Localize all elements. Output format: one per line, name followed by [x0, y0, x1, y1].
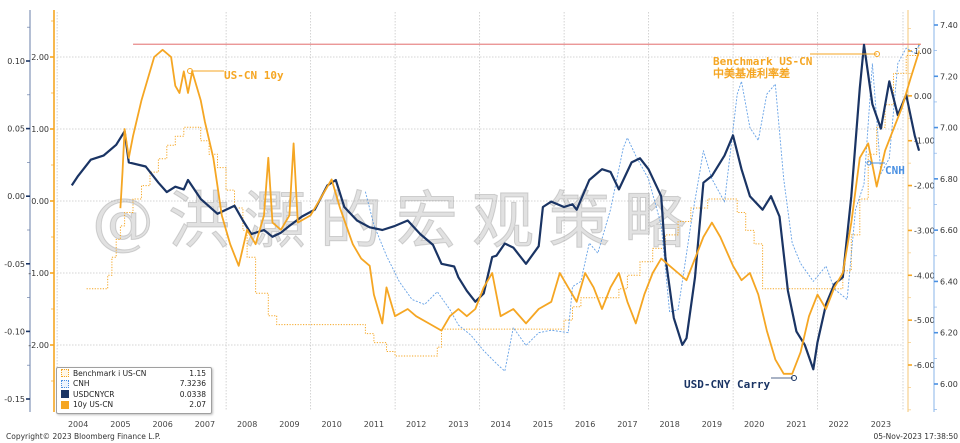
annotations: US-CN 10y Benchmark US-CN 中美基准利率差 CNH US… [187, 51, 905, 391]
legend-value: 1.15 [189, 368, 206, 378]
series-cnh [364, 45, 920, 372]
annotation-benchmark-cn: 中美基准利率差 [713, 66, 790, 80]
right-outer-tick-label: 6.20 [940, 329, 958, 338]
x-tick-label: 2022 [828, 420, 848, 429]
right-inner-tick-label: -4.00 [914, 271, 935, 280]
series-end-point [918, 51, 920, 53]
benchmark-marker [874, 51, 880, 57]
x-tick-label: 2008 [237, 420, 257, 429]
axes: 0.10 0.05 0.00 -0.05 -0.10 -0.15 2.00 1.00 0.00 -… [4, 10, 958, 412]
annotation-usd-cny-carry: USD-CNY Carry [684, 378, 770, 391]
left-outer-tick-label: -0.05 [4, 260, 25, 269]
grid [56, 12, 904, 410]
right-outer-tick-label: 6.40 [940, 277, 958, 286]
x-tick-label: 2020 [744, 420, 764, 429]
series-end-point [918, 44, 920, 47]
x-tick-label: 2019 [702, 420, 722, 429]
annotation-us-cn-10y: US-CN 10y [224, 69, 284, 82]
left-outer-tick-label: 0.10 [7, 57, 25, 66]
left-inner-tick-label: 0.00 [31, 197, 49, 206]
carry-marker [791, 375, 797, 381]
watermark: @洪灝的宏观策略 [92, 184, 700, 257]
cnh-marker [866, 160, 872, 166]
x-tick-label: 2016 [575, 420, 595, 429]
right-inner-tick-label: -5.00 [914, 316, 935, 325]
left-outer-tick-label: -0.15 [4, 395, 25, 404]
right-inner-tick-label: -3.00 [914, 226, 935, 235]
x-tick-label: 2010 [321, 420, 341, 429]
legend-item-10y: 10y US-CN 2.07 [57, 400, 211, 411]
legend-label: 10y US-CN [73, 400, 114, 410]
right-outer-tick-label: 6.80 [940, 175, 958, 184]
series-end-point [918, 43, 920, 46]
right-inner-tick-label: -1.00 [914, 137, 935, 146]
left-outer-tick-label: 0.05 [7, 125, 25, 134]
right-inner-tick-label: 0.00 [914, 92, 932, 101]
x-tick-label: 2004 [68, 420, 88, 429]
left-inner-tick-label: -2.00 [28, 341, 49, 350]
left-outer-tick-label: 0.00 [7, 192, 25, 201]
x-tick-label: 2017 [617, 420, 637, 429]
x-tick-label: 2014 [490, 420, 510, 429]
legend-label: USDCNYCR [73, 389, 115, 399]
annotation-cnh: CNH [885, 164, 905, 177]
timestamp: 05-Nov-2023 17:38:50 [873, 432, 958, 441]
legend-item-usdcnycr: USDCNYCR 0.0338 [57, 389, 211, 400]
legend-swatch-10y [61, 400, 69, 409]
right-inner-tick-label: 1.00 [914, 47, 932, 56]
right-inner-tick-label: -6.00 [914, 361, 935, 370]
series-benchmark-i-us-cn [86, 44, 920, 357]
left-inner-tick-label: 2.00 [31, 53, 49, 62]
x-tick-label: 2007 [195, 420, 215, 429]
right-outer-tick-label: 6.00 [940, 380, 958, 389]
x-tick-label: 2018 [659, 420, 679, 429]
right-outer-tick-label: 7.40 [940, 21, 958, 30]
left-inner-tick-label: -1.00 [28, 269, 49, 278]
x-tick-label: 2013 [448, 420, 468, 429]
legend-swatch-cnh [61, 379, 69, 388]
left-inner-tick-label: 1.00 [31, 125, 49, 134]
legend-item-cnh: CNH 7.3236 [57, 379, 211, 390]
series-10y-us-cn [119, 48, 920, 375]
series-group [70, 43, 920, 375]
left-outer-tick-label: -0.10 [4, 327, 25, 336]
x-tick-label: 2005 [110, 420, 130, 429]
x-tick-label: 2009 [279, 420, 299, 429]
x-tick-label: 2015 [533, 420, 553, 429]
x-tick-label: 2006 [152, 420, 172, 429]
x-tick-label: 2011 [364, 420, 384, 429]
legend-swatch-benchmark [61, 369, 69, 378]
legend-swatch-usdcnycr [61, 390, 69, 399]
x-tick-label: 2012 [406, 420, 426, 429]
right-outer-tick-label: 7.20 [940, 72, 958, 81]
x-tick-label: 2021 [786, 420, 806, 429]
series-end-point [918, 149, 920, 152]
legend-label: CNH [73, 379, 90, 389]
legend-value: 7.3236 [179, 379, 206, 389]
legend: Benchmark i US-CN 1.15 CNH 7.3236 USDCNY… [56, 367, 212, 414]
legend-label: Benchmark i US-CN [73, 368, 147, 378]
copyright: Copyright© 2023 Bloomberg Finance L.P. [6, 432, 161, 441]
legend-value: 2.07 [189, 400, 206, 410]
right-outer-tick-label: 7.00 [940, 124, 958, 133]
x-tick-label: 2023 [871, 420, 891, 429]
right-outer-tick-label: 6.60 [940, 226, 958, 235]
right-inner-tick-label: -2.00 [914, 182, 935, 191]
legend-item-benchmark: Benchmark i US-CN 1.15 [57, 368, 211, 379]
x-axis-ticks: 2004 2005 2006 2007 2008 2009 2010 2011 2012 2013… [68, 420, 891, 429]
us-cn-10y-marker [187, 68, 193, 74]
legend-value: 0.0338 [179, 389, 206, 399]
annotation-benchmark: Benchmark US-CN [713, 55, 812, 68]
